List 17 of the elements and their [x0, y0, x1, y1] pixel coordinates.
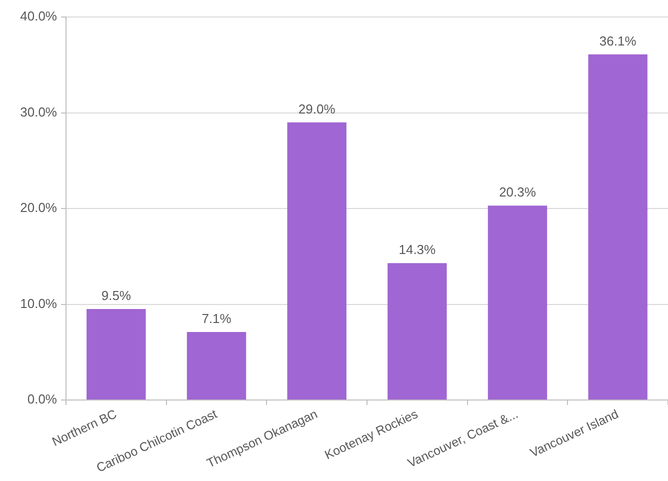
bar: [186, 332, 246, 400]
y-tick-label: 30.0%: [20, 104, 58, 120]
y-tick-label: 0.0%: [27, 392, 58, 407]
data-label: 20.3%: [499, 184, 536, 200]
bar: [488, 206, 548, 400]
data-label: 7.1%: [202, 311, 232, 326]
y-tick-label: 40.0%: [20, 8, 58, 24]
data-label: 9.5%: [101, 288, 132, 304]
data-label: 36.1%: [599, 33, 637, 48]
y-tick-label: 20.0%: [20, 200, 58, 216]
bar: [287, 122, 346, 400]
bar: [388, 263, 447, 400]
bar: [86, 309, 146, 400]
data-label: 29.0%: [298, 101, 336, 116]
bar: [588, 54, 648, 400]
y-tick-label: 10.0%: [20, 296, 58, 311]
data-label: 14.3%: [398, 242, 436, 258]
